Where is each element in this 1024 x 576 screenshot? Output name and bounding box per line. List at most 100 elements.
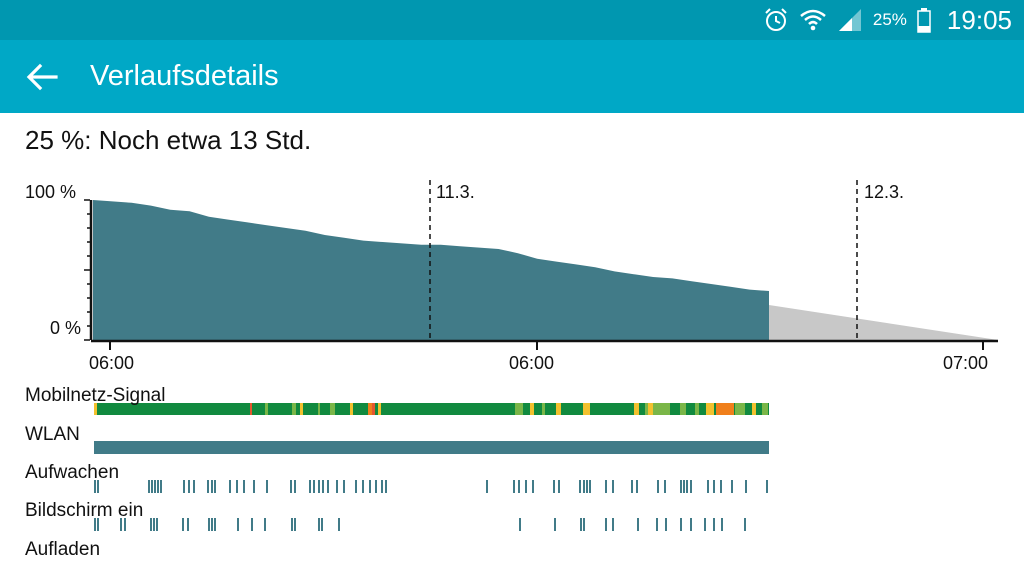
screen-on-tick	[744, 518, 746, 531]
awake-tick	[160, 480, 162, 493]
signal-icon	[838, 9, 861, 31]
y-axis-max-label: 100 %	[25, 182, 77, 202]
battery-prediction-area	[769, 305, 998, 340]
awake-tick	[336, 480, 338, 493]
signal-segment	[94, 403, 97, 415]
signal-segment	[250, 403, 252, 415]
y-axis-min-label: 0 %	[50, 318, 82, 338]
awake-tick	[188, 480, 190, 493]
awake-tick	[686, 480, 688, 493]
signal-segment	[265, 403, 268, 415]
awake-tick	[664, 480, 666, 493]
awake-tick	[369, 480, 371, 493]
awake-tick	[707, 480, 709, 493]
screen-on-tick	[580, 518, 582, 531]
awake-tick	[313, 480, 315, 493]
awake-tick	[362, 480, 364, 493]
signal-segment	[680, 403, 686, 415]
awake-tick	[148, 480, 150, 493]
screen-on-tick	[211, 518, 213, 531]
signal-segment	[542, 403, 545, 415]
awake-tick	[657, 480, 659, 493]
signal-segment	[583, 403, 590, 415]
screen-on-tick	[294, 518, 296, 531]
screen-on-tick	[237, 518, 239, 531]
awake-tick	[266, 480, 268, 493]
awake-tick	[236, 480, 238, 493]
awake-tick	[375, 480, 377, 493]
awake-tick	[94, 480, 96, 493]
arrow-left-icon[interactable]	[24, 60, 60, 94]
screen-on-tick	[583, 518, 585, 531]
screen-on-tick	[264, 518, 266, 531]
screen-on-tick	[713, 518, 715, 531]
awake-tick	[731, 480, 733, 493]
awake-tick	[229, 480, 231, 493]
screen-on-tick	[291, 518, 293, 531]
signal-segment	[318, 403, 320, 415]
battery-percent-text: 25%	[872, 10, 907, 29]
awake-tick	[214, 480, 216, 493]
screen-on-tick	[251, 518, 253, 531]
screen-on-tick	[612, 518, 614, 531]
awake-tick	[589, 480, 591, 493]
signal-segment	[372, 403, 375, 415]
screen-on-tick	[94, 518, 96, 531]
signal-segment	[530, 403, 534, 415]
awake-tick	[766, 480, 768, 493]
battery-icon	[917, 8, 931, 33]
clock: 19:05	[946, 4, 1012, 35]
awake-tick	[355, 480, 357, 493]
mobile-signal-bar	[94, 403, 769, 415]
screen-on-tick	[690, 518, 692, 531]
screen-on-tick	[156, 518, 158, 531]
screen-on-tick	[124, 518, 126, 531]
awake-tick	[157, 480, 159, 493]
screen-on-tick	[704, 518, 706, 531]
awake-label: Aufwachen	[25, 462, 120, 483]
screen-on-tick	[97, 518, 99, 531]
alarm-icon	[765, 8, 787, 31]
awake-tick	[586, 480, 588, 493]
awake-tick	[525, 480, 527, 493]
awake-tick	[211, 480, 213, 493]
x-tick-label: 06:00	[509, 353, 555, 373]
signal-segment	[292, 403, 296, 415]
day-marker-label: 11.3.	[436, 182, 475, 202]
awake-tick	[243, 480, 245, 493]
signal-segment	[706, 403, 714, 415]
signal-segment	[300, 403, 303, 415]
awake-tick	[193, 480, 195, 493]
signal-segment	[648, 403, 653, 415]
awake-tick	[154, 480, 156, 493]
screen-on-label: Bildschirm ein	[25, 500, 144, 521]
screen-on-tick	[150, 518, 152, 531]
signal-segment	[515, 403, 523, 415]
awake-tick	[290, 480, 292, 493]
awake-tick	[532, 480, 534, 493]
awake-tick	[327, 480, 329, 493]
signal-segment	[350, 403, 353, 415]
screen-on-tick	[656, 518, 658, 531]
app-bar: Verlaufsdetails	[0, 40, 1024, 113]
awake-tick	[690, 480, 692, 493]
status-icons: 25% 19:05	[763, 0, 1012, 40]
screen-on-tick	[680, 518, 682, 531]
awake-tick	[612, 480, 614, 493]
wlan-bar	[94, 441, 769, 454]
signal-segment	[634, 403, 639, 415]
screen-on-tick	[721, 518, 723, 531]
screen-on-tick	[554, 518, 556, 531]
signal-segment	[762, 403, 768, 415]
awake-tick	[683, 480, 685, 493]
screen-on-tick	[120, 518, 122, 531]
awake-tick	[385, 480, 387, 493]
awake-tick	[322, 480, 324, 493]
x-tick-label: 06:00	[89, 353, 135, 373]
signal-segment	[330, 403, 335, 415]
awake-tick	[253, 480, 255, 493]
awake-tick	[636, 480, 638, 493]
awake-tick	[151, 480, 153, 493]
wlan-label: WLAN	[25, 424, 80, 445]
